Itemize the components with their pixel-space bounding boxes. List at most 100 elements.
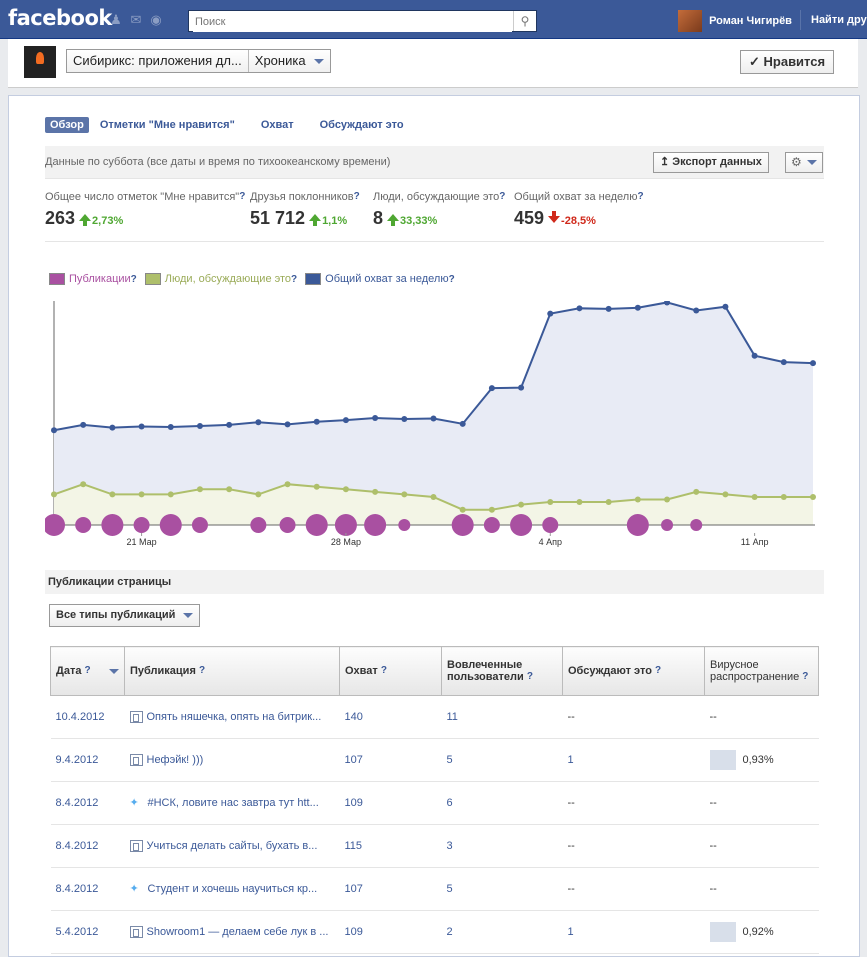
legend-item-posts[interactable]: Публикации? — [49, 273, 137, 285]
cell-post[interactable]: Showroom1 — делаем себе лук в ... — [124, 910, 340, 954]
column-label: Охват — [345, 665, 378, 677]
cell-reach[interactable]: 109 — [339, 781, 442, 825]
post-text[interactable]: Студент и хочешь научиться кр... — [147, 883, 318, 896]
page-logo[interactable] — [24, 46, 56, 78]
search-icon[interactable]: ⚲ — [513, 11, 536, 31]
engaged-value[interactable]: 11 — [446, 711, 458, 723]
avatar[interactable] — [678, 10, 702, 32]
notifications-globe-icon[interactable]: ◉ — [150, 12, 162, 27]
cell-engaged[interactable]: 11 — [441, 695, 563, 739]
help-icon[interactable]: ? — [380, 665, 387, 676]
cell-date[interactable]: 8.4.2012 — [50, 781, 125, 825]
page-selector[interactable]: Сибирикс: приложения дл... Хроника — [66, 49, 331, 73]
reach-value[interactable]: 109 — [344, 926, 363, 938]
column-label: Дата — [56, 665, 82, 677]
help-icon[interactable]: ? — [499, 191, 506, 202]
reach-value[interactable]: 115 — [344, 840, 363, 852]
help-icon[interactable]: ? — [84, 665, 91, 676]
page-name[interactable]: Сибирикс: приложения дл... — [67, 50, 249, 72]
engaged-value[interactable]: 2 — [446, 926, 453, 938]
reach-value[interactable]: 107 — [344, 883, 363, 895]
tab-likes[interactable]: Отметки "Мне нравится" — [99, 119, 235, 131]
reach-value[interactable]: 140 — [344, 711, 363, 723]
help-icon[interactable]: ? — [655, 665, 662, 676]
help-icon[interactable]: ? — [239, 191, 246, 202]
post-bubble — [191, 517, 208, 533]
post-text[interactable]: Учиться делать сайты, бухать в... — [146, 840, 318, 853]
engaged-value[interactable]: 6 — [446, 797, 453, 809]
find-friends-link[interactable]: Найти дру — [811, 14, 867, 26]
cell-reach[interactable]: 140 — [339, 695, 442, 739]
cell-date[interactable]: 10.4.2012 — [50, 695, 125, 739]
tab-overview[interactable]: Обзор — [45, 117, 89, 133]
post-text[interactable]: Showroom1 — делаем себе лук в ... — [146, 926, 329, 939]
legend-item-reach[interactable]: Общий охват за неделю? — [305, 273, 455, 285]
reach-point — [51, 427, 57, 434]
column-date[interactable]: Дата ? — [50, 646, 125, 696]
cell-talking: 1 — [562, 738, 705, 782]
sort-desc-icon[interactable] — [109, 669, 119, 674]
help-icon[interactable]: ? — [526, 671, 533, 682]
cell-date[interactable]: 5.4.2012 — [50, 910, 125, 954]
help-icon[interactable]: ? — [198, 665, 206, 676]
reach-value[interactable]: 109 — [344, 797, 363, 809]
cell-reach[interactable]: 109 — [339, 910, 442, 954]
user-link[interactable]: Роман Чигирёв — [678, 10, 792, 32]
talking-value: -- — [567, 711, 575, 723]
tab-reach[interactable]: Охват — [260, 119, 294, 131]
user-name[interactable]: Роман Чигирёв — [709, 15, 792, 27]
column-talking[interactable]: Обсуждают это ? — [562, 646, 705, 696]
post-text[interactable]: Опять няшечка, опять на битрик... — [146, 711, 322, 724]
help-icon[interactable]: ? — [637, 191, 644, 202]
cell-reach[interactable]: 115 — [339, 824, 442, 868]
cell-engaged[interactable]: 5 — [441, 867, 563, 911]
cell-engaged[interactable]: 5 — [441, 738, 563, 782]
post-date[interactable]: 8.4.2012 — [55, 883, 99, 895]
cell-engaged[interactable]: 3 — [441, 824, 563, 868]
post-date[interactable]: 9.4.2012 — [55, 754, 99, 766]
cell-post[interactable]: Учиться делать сайты, бухать в... — [124, 824, 340, 868]
search-input[interactable] — [193, 12, 512, 32]
like-button[interactable]: ✓ Нравится — [740, 50, 835, 74]
post-date[interactable]: 8.4.2012 — [55, 840, 99, 852]
engaged-value[interactable]: 5 — [446, 754, 453, 766]
column-reach[interactable]: Охват ? — [339, 646, 442, 696]
help-icon[interactable]: ? — [353, 191, 360, 202]
post-date[interactable]: 5.4.2012 — [55, 926, 99, 938]
friend-requests-icon[interactable]: ♟ — [110, 12, 122, 27]
post-date[interactable]: 10.4.2012 — [55, 711, 105, 723]
cell-date[interactable]: 8.4.2012 — [50, 867, 125, 911]
help-icon[interactable]: ? — [130, 273, 137, 285]
cell-reach[interactable]: 107 — [339, 867, 442, 911]
help-icon[interactable]: ? — [291, 273, 298, 285]
settings-button[interactable]: ⚙ — [785, 152, 823, 173]
column-post[interactable]: Публикация ? — [124, 646, 340, 696]
cell-engaged[interactable]: 6 — [441, 781, 563, 825]
cell-date[interactable]: 8.4.2012 — [50, 824, 125, 868]
column-engaged[interactable]: Вовлеченные пользователи ? — [441, 646, 563, 696]
reach-value[interactable]: 107 — [344, 754, 363, 766]
cell-reach[interactable]: 107 — [339, 738, 442, 782]
legend-item-talking[interactable]: Люди, обсуждающие это? — [144, 273, 298, 285]
engaged-value[interactable]: 3 — [446, 840, 453, 852]
view-selector[interactable]: Хроника — [249, 50, 330, 72]
help-icon[interactable]: ? — [448, 273, 455, 285]
reach-point — [342, 417, 349, 424]
post-date[interactable]: 8.4.2012 — [55, 797, 99, 809]
column-viral[interactable]: Вирусное распространение ? — [704, 646, 819, 696]
post-text[interactable]: Нефэйк! ))) — [146, 754, 204, 767]
tab-talking-about[interactable]: Обсуждают это — [319, 119, 404, 131]
cell-engaged[interactable]: 2 — [441, 910, 563, 954]
engaged-value[interactable]: 5 — [446, 883, 453, 895]
help-icon[interactable]: ? — [802, 671, 809, 682]
cell-post[interactable]: Нефэйк! ))) — [124, 738, 340, 782]
messages-icon[interactable]: ✉ — [130, 12, 142, 27]
post-type-filter[interactable]: Все типы публикаций — [49, 604, 201, 627]
export-data-button[interactable]: ↥ Экспорт данных — [653, 152, 769, 173]
post-text[interactable]: #НСК, ловите нас завтра тут htt... — [147, 797, 319, 810]
facebook-logo[interactable]: facebook — [8, 6, 112, 30]
cell-post[interactable]: Опять няшечка, опять на битрик... — [124, 695, 340, 739]
cell-date[interactable]: 9.4.2012 — [50, 738, 125, 782]
cell-post[interactable]: ✦ #НСК, ловите нас завтра тут htt... — [124, 781, 340, 825]
cell-post[interactable]: ✦ Студент и хочешь научиться кр... — [124, 867, 340, 911]
